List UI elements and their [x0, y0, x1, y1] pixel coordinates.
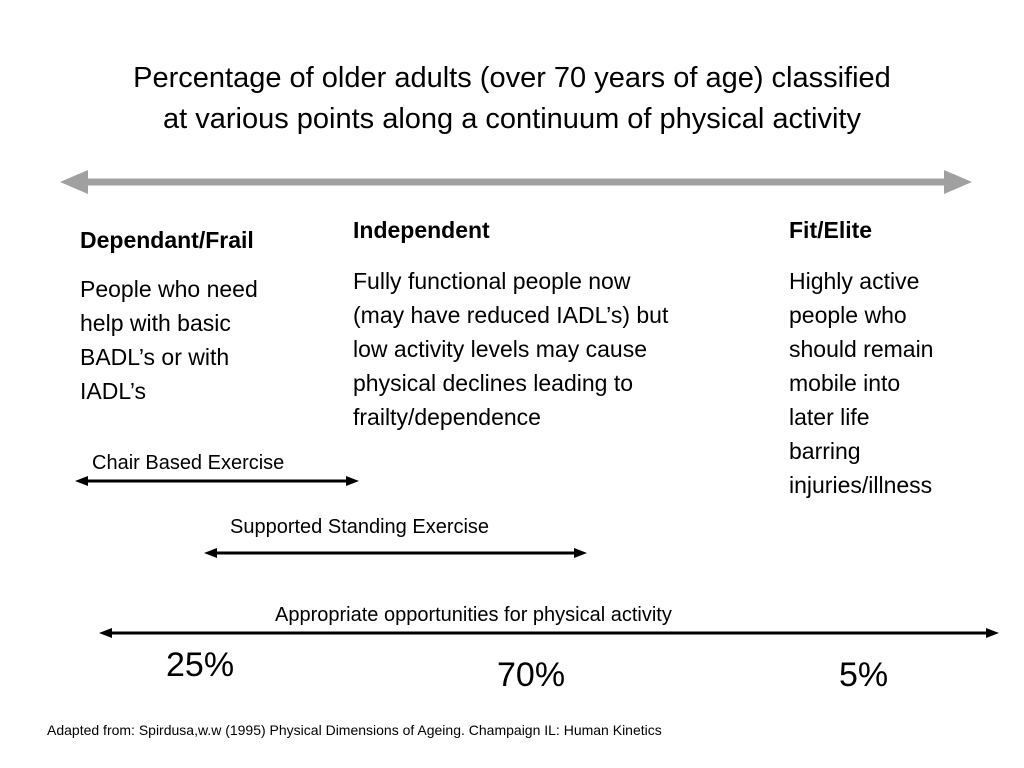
supported-standing-exercise-label: Supported Standing Exercise — [230, 516, 490, 538]
description-line: Highly active — [789, 268, 920, 294]
description-line: IADL’s — [80, 378, 147, 404]
description-line: barring — [789, 438, 861, 464]
description-line: people who — [789, 302, 907, 328]
title-line-2: at various points along a continuum of p… — [163, 103, 861, 135]
independent-description: Fully functional people now (may have re… — [353, 264, 763, 434]
description-line: People who need — [80, 276, 258, 302]
dependant-frail-percent: 25% — [166, 646, 235, 684]
fit-elite-heading: Fit/Elite — [789, 217, 873, 243]
description-line: frailty/dependence — [353, 404, 541, 430]
independent-percent: 70% — [497, 656, 566, 694]
description-line: Fully functional people now — [353, 268, 631, 294]
description-line: should remain — [789, 336, 934, 362]
dependant-frail-heading: Dependant/Frail — [80, 227, 254, 253]
title-line-1: Percentage of older adults (over 70 year… — [133, 62, 891, 94]
appropriate-opportunities-range-arrow — [99, 628, 999, 638]
independent-heading: Independent — [353, 217, 490, 243]
source-citation: Adapted from: Spirdusa,w.w (1995) Physic… — [47, 722, 662, 738]
description-line: injuries/illness — [789, 472, 933, 498]
fit-elite-percent: 5% — [839, 656, 889, 694]
description-line: physical declines leading to — [353, 370, 634, 396]
description-line: later life — [789, 404, 870, 430]
description-line: low activity levels may cause — [353, 336, 647, 362]
chair-based-exercise-label: Chair Based Exercise — [92, 452, 285, 474]
supported-standing-range-arrow — [204, 548, 587, 558]
fit-elite-description: Highly active people who should remain m… — [789, 264, 989, 502]
description-line: (may have reduced IADL’s) but — [353, 302, 669, 328]
dependant-frail-description: People who need help with basic BADL’s o… — [80, 272, 320, 408]
description-line: mobile into — [789, 370, 901, 396]
page-title: Percentage of older adults (over 70 year… — [40, 58, 984, 140]
appropriate-opportunities-label: Appropriate opportunities for physical a… — [275, 604, 672, 626]
description-line: BADL’s or with — [80, 344, 230, 370]
chair-based-range-arrow — [75, 476, 359, 486]
continuum-arrow — [60, 170, 972, 194]
description-line: help with basic — [80, 310, 231, 336]
